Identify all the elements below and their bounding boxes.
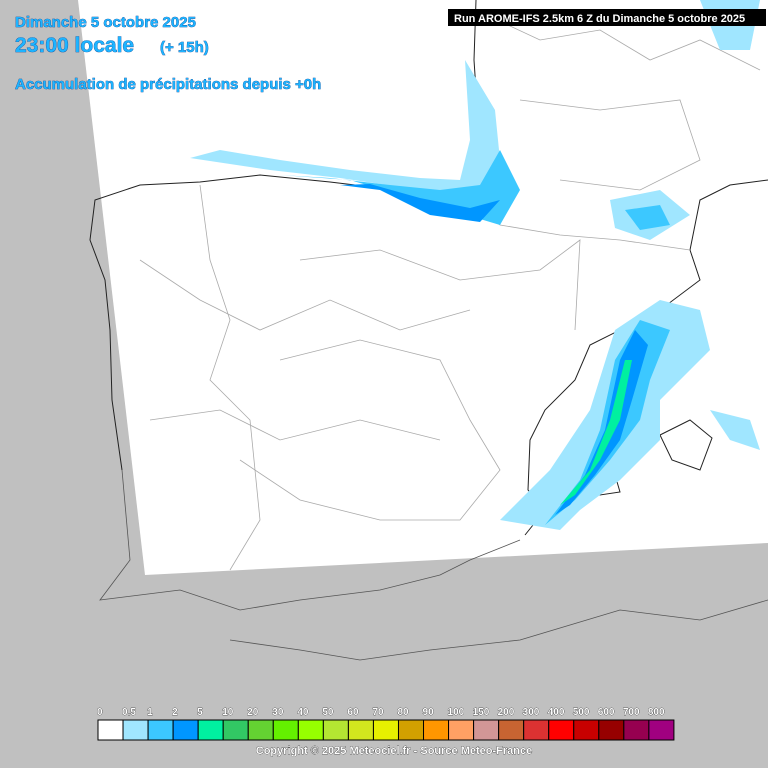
legend-label: 0.5 <box>122 707 136 718</box>
borders <box>139 11 761 571</box>
legend-label: 0 <box>97 707 103 718</box>
legend-swatch <box>97 719 124 741</box>
legend-swatch <box>347 719 374 741</box>
legend-swatch <box>423 719 450 741</box>
legend-swatch <box>523 719 550 741</box>
legend-label: 2 <box>172 707 178 718</box>
legend-swatch <box>473 719 500 741</box>
legend-label: 40 <box>297 707 309 718</box>
legend-swatch <box>598 719 625 741</box>
legend-label: 600 <box>598 707 615 718</box>
legend-label: 100 <box>448 707 465 718</box>
legend-swatch <box>397 719 425 741</box>
legend-label: 30 <box>272 707 284 718</box>
legend-swatch <box>197 719 224 741</box>
legend-label: 10 <box>222 707 234 718</box>
legend-swatch <box>122 719 149 741</box>
legend-swatch <box>648 719 675 741</box>
legend-label: 1 <box>147 707 153 718</box>
run-banner <box>448 9 766 26</box>
legend-label: 60 <box>347 707 359 718</box>
legend-swatch <box>222 719 249 741</box>
date: Dimanche 5 octobre 2025 <box>15 14 196 31</box>
legend-label: 500 <box>573 707 590 718</box>
legend: 0 0.5 1 2 5 10 20 30 40 50 60 70 80 90 100 150 200 300 400… <box>97 707 675 741</box>
legend-label: 300 <box>523 707 540 718</box>
legend-swatch <box>548 719 575 741</box>
run-info: Run AROME-IFS 2.5km 6 Z du Dimanche 5 oc… <box>454 13 745 25</box>
legend-label: 200 <box>498 707 515 718</box>
time: 23:00 locale <box>15 34 134 57</box>
legend-swatch <box>623 719 650 741</box>
legend-label: 70 <box>372 707 384 718</box>
legend-label: 20 <box>247 707 259 718</box>
legend-swatch <box>498 719 525 741</box>
legend-swatch <box>372 719 399 741</box>
legend-swatch <box>272 719 299 741</box>
legend-label: 400 <box>548 707 565 718</box>
legend-swatch <box>448 719 475 741</box>
legend-swatch <box>297 719 324 741</box>
legend-label: 80 <box>397 707 409 718</box>
legend-swatch <box>322 719 349 741</box>
land-outline-grey <box>99 469 768 661</box>
legend-swatch <box>573 719 600 741</box>
legend-label: 50 <box>322 707 334 718</box>
legend-label: 800 <box>648 707 665 718</box>
lead-time: (+ 15h) <box>160 39 209 56</box>
legend-label: 150 <box>473 707 490 718</box>
legend-label: 700 <box>623 707 640 718</box>
product: Accumulation de précipitations depuis +0… <box>15 76 321 93</box>
copyright: Copyright © 2025 Meteociel.fr - Source M… <box>256 745 532 757</box>
legend-label: 90 <box>423 707 435 718</box>
legend-swatch <box>247 719 274 741</box>
legend-swatch <box>172 719 199 741</box>
legend-label: 5 <box>197 707 203 718</box>
legend-swatch <box>147 719 174 741</box>
